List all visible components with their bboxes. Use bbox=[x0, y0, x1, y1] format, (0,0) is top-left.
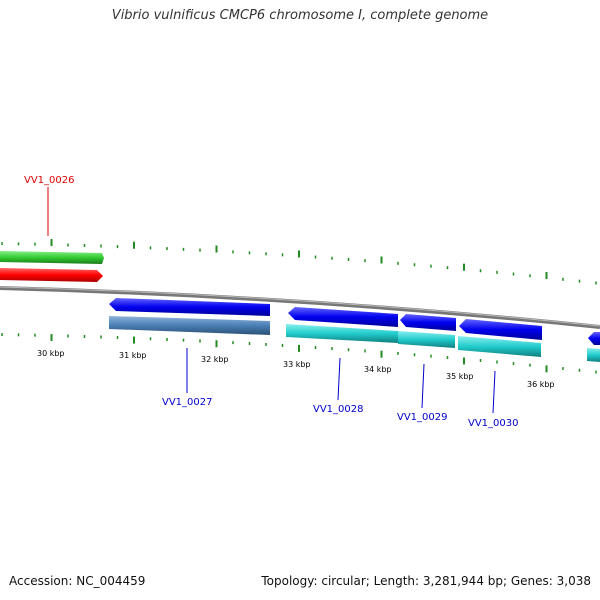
forward-gene-feature[interactable] bbox=[0, 268, 103, 282]
reverse-cds-feature[interactable] bbox=[458, 336, 541, 357]
reverse-cds-feature[interactable] bbox=[109, 316, 270, 335]
reverse-gene-feature[interactable] bbox=[459, 319, 542, 340]
gene-leader-line bbox=[492, 370, 496, 414]
reverse-gene-feature[interactable] bbox=[288, 307, 398, 327]
tick-label-31kbp: 31 kbp bbox=[119, 351, 147, 360]
gene-label-vv1-0030[interactable]: VV1_0030 bbox=[468, 418, 519, 429]
reverse-gene-feature[interactable] bbox=[109, 298, 270, 316]
outer-tick-ring bbox=[1, 239, 597, 285]
genome-backbone-highlight bbox=[0, 286, 600, 327]
tick-label-36kbp: 36 kbp bbox=[527, 380, 555, 389]
inner-tick-ring bbox=[1, 333, 597, 374]
genome-summary-text: Topology: circular; Length: 3,281,944 bp… bbox=[261, 574, 591, 588]
map-title: Vibrio vulnificus CMCP6 chromosome I, co… bbox=[111, 8, 489, 23]
reverse-cds-feature[interactable] bbox=[587, 348, 600, 362]
tick-label-34kbp: 34 kbp bbox=[364, 365, 392, 374]
gene-leader-line bbox=[337, 357, 341, 401]
reverse-gene-feature[interactable] bbox=[588, 332, 600, 345]
gene-label-vv1-0027[interactable]: VV1_0027 bbox=[162, 397, 213, 408]
forward-cds-feature[interactable] bbox=[0, 251, 104, 264]
reverse-gene-feature[interactable] bbox=[400, 314, 456, 331]
accession-text: Accession: NC_004459 bbox=[9, 574, 146, 588]
genome-backbone bbox=[0, 286, 600, 329]
reverse-cds-feature[interactable] bbox=[398, 331, 455, 348]
tick-label-32kbp: 32 kbp bbox=[201, 355, 229, 364]
tick-label-33kbp: 33 kbp bbox=[283, 360, 311, 369]
gene-label-vv1-0028[interactable]: VV1_0028 bbox=[313, 404, 364, 415]
reverse-cds-feature[interactable] bbox=[286, 324, 398, 343]
tick-label-35kbp: 35 kbp bbox=[446, 372, 474, 381]
gene-label-vv1-0026[interactable]: VV1_0026 bbox=[24, 175, 75, 186]
gene-leader-line bbox=[421, 363, 425, 409]
tick-label-30kbp: 30 kbp bbox=[37, 349, 65, 358]
gene-label-vv1-0029[interactable]: VV1_0029 bbox=[397, 412, 448, 423]
